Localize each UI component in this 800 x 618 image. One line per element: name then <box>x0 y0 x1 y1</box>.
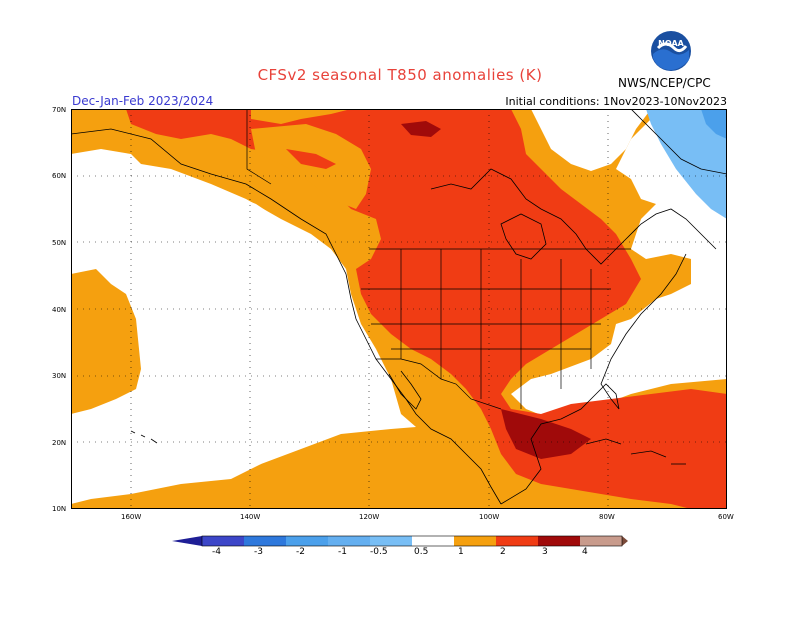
near-normal-regions <box>71 109 651 489</box>
colorbar-tick: -0.5 <box>370 547 388 557</box>
lon-label-80w: 80W <box>599 513 615 521</box>
colorbar-tick: 3 <box>542 547 548 557</box>
colorbar-high-arrow <box>622 536 628 546</box>
colorbar-tick: 1 <box>458 547 464 557</box>
lon-label-60w: 60W <box>718 513 734 521</box>
colorbar-bin <box>496 536 538 546</box>
noaa-logo-text: NOAA <box>658 39 684 48</box>
anomaly-neg-regions <box>646 109 727 219</box>
colorbar-tick: -4 <box>212 547 221 557</box>
chart-title: CFSv2 seasonal T850 anomalies (K) <box>257 66 543 84</box>
lon-label-100w: 100W <box>479 513 500 521</box>
lon-label-140w: 140W <box>240 513 261 521</box>
lon-label-160w: 160W <box>121 513 142 521</box>
agency-label: NWS/NCEP/CPC <box>618 76 711 90</box>
colorbar-bin <box>538 536 580 546</box>
colorbar-tick: -2 <box>296 547 305 557</box>
colorbar-tick: -1 <box>338 547 347 557</box>
anomaly-map <box>71 109 727 509</box>
colorbar-bin <box>370 536 412 546</box>
colorbar-bin <box>328 536 370 546</box>
colorbar-tick: 2 <box>500 547 506 557</box>
colorbar-bin <box>580 536 622 546</box>
anomaly-1-2-regions <box>126 109 727 509</box>
lat-label-60n: 60N <box>52 172 67 180</box>
colorbar-low-arrow <box>172 536 202 546</box>
colorbar-bin <box>286 536 328 546</box>
noaa-logo: NOAA <box>650 30 692 72</box>
initial-conditions-label: Initial conditions: 1Nov2023-10Nov2023 <box>505 95 727 108</box>
colorbar-bin <box>202 536 244 546</box>
map-frame <box>71 109 727 509</box>
lon-label-120w: 120W <box>359 513 380 521</box>
graticule <box>71 109 727 509</box>
season-label: Dec-Jan-Feb 2023/2024 <box>72 94 214 108</box>
lat-label-10n: 10N <box>52 505 67 513</box>
colorbar-tick: 4 <box>582 547 588 557</box>
political-borders <box>246 109 631 410</box>
colorbar <box>172 535 628 547</box>
colorbar-bin <box>244 536 286 546</box>
lat-label-40n: 40N <box>52 306 67 314</box>
colorbar-tick: 0.5 <box>414 547 429 557</box>
lat-label-20n: 20N <box>52 439 67 447</box>
lat-label-50n: 50N <box>52 239 67 247</box>
colorbar-bin <box>412 536 454 546</box>
anomaly-2-3-regions <box>401 121 591 459</box>
lat-label-30n: 30N <box>52 372 67 380</box>
colorbar-tick: -3 <box>254 547 263 557</box>
lat-label-70n: 70N <box>52 106 67 114</box>
colorbar-bin <box>454 536 496 546</box>
